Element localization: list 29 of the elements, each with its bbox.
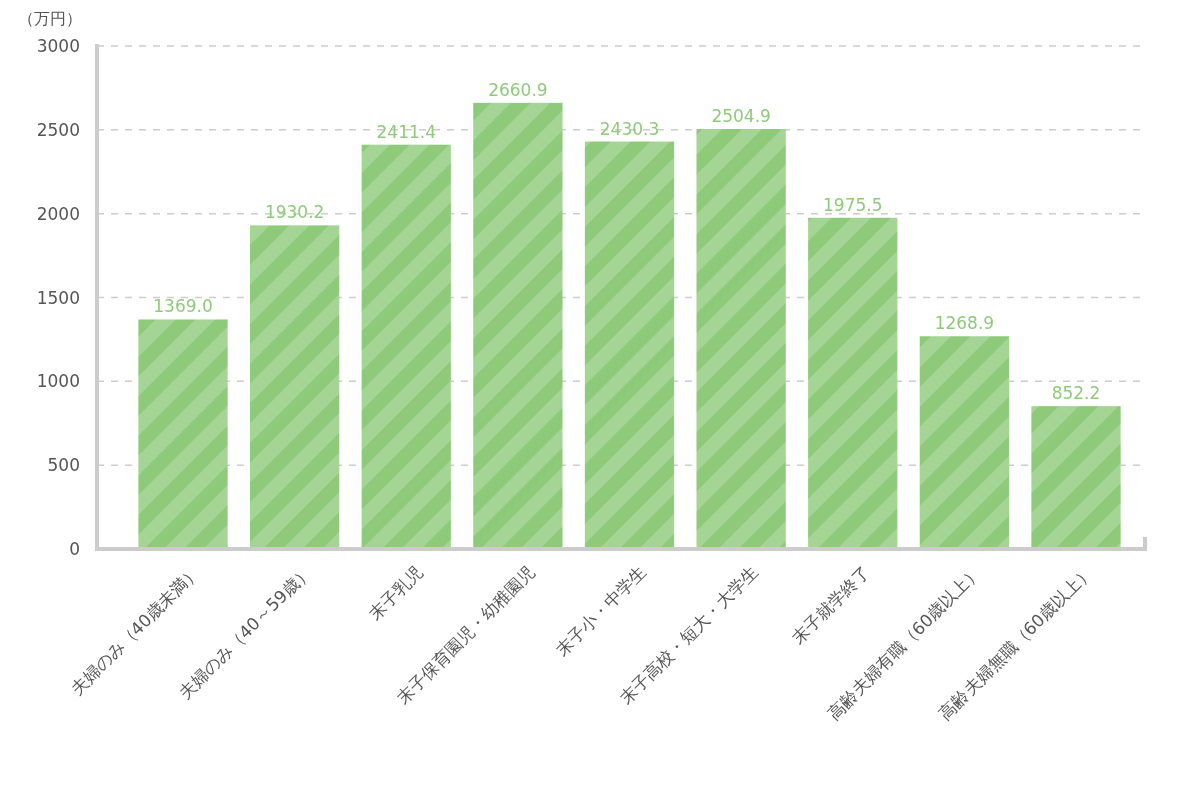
data-label: 2660.9 bbox=[488, 79, 548, 100]
data-label: 2430.3 bbox=[599, 118, 660, 139]
data-label: 1369.0 bbox=[153, 296, 213, 317]
bar bbox=[696, 129, 786, 549]
data-label: 1930.2 bbox=[264, 202, 325, 223]
y-tick-label: 2500 bbox=[36, 119, 80, 140]
bar bbox=[584, 141, 675, 549]
bar bbox=[361, 144, 451, 549]
bar bbox=[473, 102, 563, 549]
data-label: 852.2 bbox=[1051, 383, 1101, 404]
bar bbox=[249, 225, 340, 549]
y-tick-label: 500 bbox=[47, 455, 80, 476]
y-tick-label: 3000 bbox=[36, 36, 80, 56]
data-label: 2504.9 bbox=[711, 106, 771, 127]
y-tick-label: 0 bbox=[69, 539, 80, 559]
x-tick-label: 末子乳児 bbox=[364, 561, 428, 624]
data-label: 1975.5 bbox=[823, 194, 883, 215]
y-tick-label: 1500 bbox=[36, 287, 80, 308]
bar bbox=[138, 319, 228, 549]
data-label: 2411.4 bbox=[376, 121, 436, 142]
x-tick-label: 末子小・中学生 bbox=[552, 561, 651, 660]
y-tick-label: 1000 bbox=[36, 371, 80, 392]
bar bbox=[1031, 406, 1121, 549]
y-tick-label: 2000 bbox=[36, 203, 80, 224]
data-label: 1268.9 bbox=[934, 313, 995, 334]
bar bbox=[919, 336, 1010, 549]
y-axis-title: （万円） bbox=[18, 9, 82, 28]
bar bbox=[808, 217, 898, 549]
x-tick-label: 末子就学終了 bbox=[787, 561, 874, 648]
